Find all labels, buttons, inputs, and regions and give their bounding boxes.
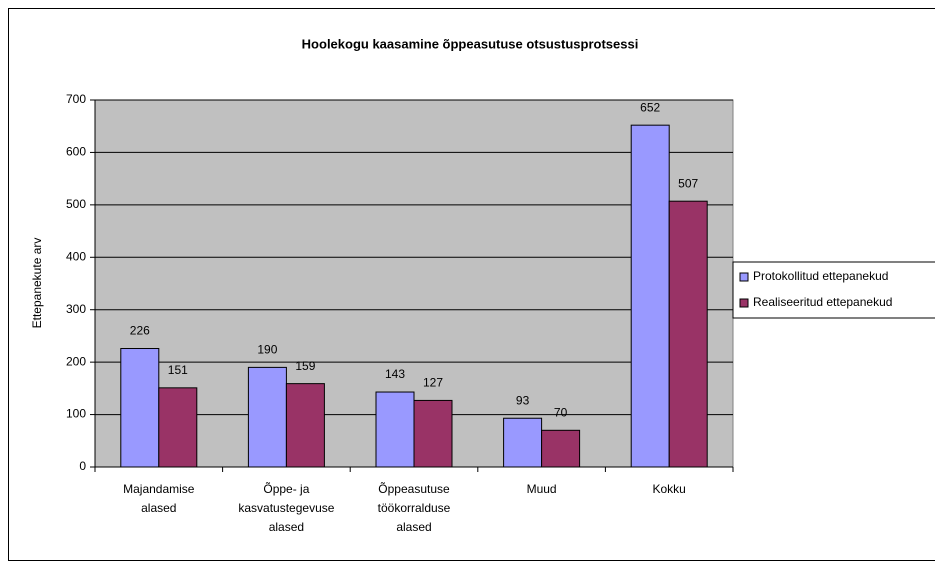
value-label: 190 (257, 343, 277, 357)
legend-label: Protokollitud ettepanekud (753, 269, 888, 283)
bar (285, 383, 325, 468)
value-label: 159 (295, 359, 315, 373)
legend-box (732, 261, 935, 319)
bar (668, 200, 708, 468)
value-label: 93 (516, 393, 530, 407)
value-label: 127 (423, 376, 443, 390)
x-tick-label: Majandamise alased (123, 482, 195, 515)
y-tick-label: 0 (79, 459, 86, 473)
y-tick-label: 700 (66, 92, 86, 106)
value-label: 143 (385, 367, 405, 381)
y-tick-label: 200 (66, 354, 86, 368)
value-label: 151 (168, 363, 188, 377)
legend-label: Realiseeritud ettepanekud (753, 295, 892, 309)
y-tick-label: 300 (66, 302, 86, 316)
y-tick-label: 400 (66, 249, 86, 263)
bar (375, 391, 415, 468)
bar (541, 429, 581, 468)
bar (503, 417, 543, 468)
x-tick-label: Õppe- ja kasvatustegevuse alased (238, 482, 335, 534)
x-tick-label: Kokku (652, 482, 686, 496)
value-label: 652 (640, 100, 660, 114)
x-tick-label: Muud (526, 482, 557, 496)
bar (413, 399, 453, 468)
x-tick-label: Õppeasutuse töökorralduse alased (377, 482, 451, 534)
bar (630, 124, 670, 468)
y-tick-label: 500 (66, 197, 86, 211)
value-label: 70 (554, 405, 568, 419)
bar (247, 366, 287, 468)
y-axis-label: Ettepanekute arv (30, 238, 44, 329)
chart-title: Hoolekogu kaasamine õppeasutuse otsustus… (302, 36, 639, 51)
legend-swatch (739, 298, 749, 308)
y-tick-label: 600 (66, 145, 86, 159)
y-tick-label: 100 (66, 407, 86, 421)
bar (158, 387, 198, 468)
value-label: 226 (130, 324, 150, 338)
bar (120, 348, 160, 468)
value-label: 507 (678, 176, 698, 190)
legend-swatch (739, 272, 749, 282)
